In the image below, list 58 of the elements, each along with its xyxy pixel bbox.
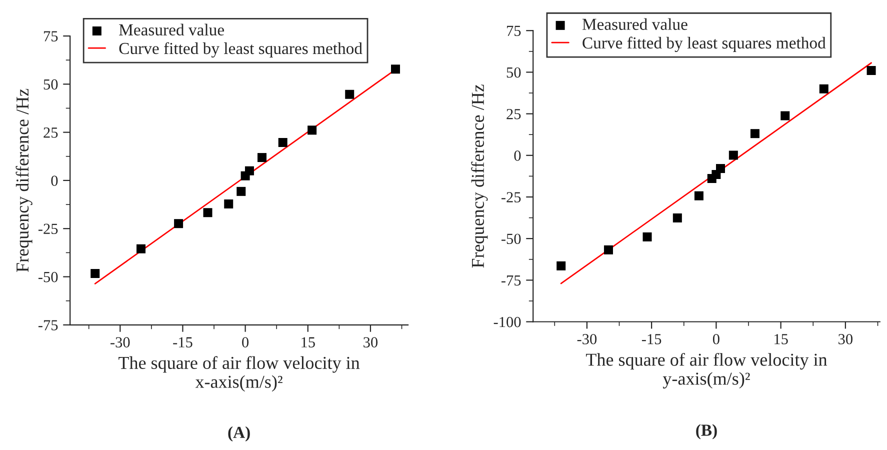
y-tick-label: 75 <box>44 31 58 42</box>
x-tick-label: -30 <box>577 334 597 344</box>
y-tick-label: 75 <box>507 26 521 36</box>
x-axis-title: The square of air flow velocity in x-axis(m/s)² <box>118 356 360 392</box>
x-tick-label: -15 <box>642 334 662 344</box>
y-tick-label: -25 <box>501 192 521 202</box>
x-tick-label: 15 <box>774 334 788 344</box>
point <box>694 191 704 200</box>
point <box>257 153 266 162</box>
y-tick-label: -75 <box>501 275 521 286</box>
y-tick-label: 25 <box>506 108 521 120</box>
x-tick-label: 0 <box>242 337 249 348</box>
y-tick-label: -50 <box>501 234 521 244</box>
point <box>136 244 146 254</box>
point <box>728 150 738 160</box>
text: (B) <box>696 424 717 440</box>
y-tick-label: 50 <box>506 67 521 78</box>
point <box>90 268 100 278</box>
x-tick-label: 0 <box>712 334 720 344</box>
point <box>345 90 354 99</box>
point <box>780 111 790 120</box>
y-tick-label: -25 <box>38 224 58 234</box>
legend-label: Curve fitted by least squares method <box>119 42 362 58</box>
y-tick-label: 0 <box>51 176 58 186</box>
point <box>244 166 254 176</box>
legend-label: Curve fitted by least squares method <box>582 36 826 52</box>
point <box>224 199 234 208</box>
point <box>642 232 652 242</box>
point <box>604 245 613 254</box>
y-tick-label: 25 <box>44 127 58 138</box>
x-tick-label: 30 <box>838 334 852 344</box>
point <box>391 64 400 74</box>
point <box>866 66 876 76</box>
y-axis-title: Frequency difference /Hz <box>16 88 32 272</box>
y-tick-label: -100 <box>494 316 521 328</box>
legend-label: Measured value <box>582 18 688 30</box>
y-tick-label: 50 <box>44 79 58 90</box>
y-tick-label: 0 <box>514 150 521 161</box>
point <box>278 138 288 148</box>
point <box>819 84 828 94</box>
point <box>203 208 212 218</box>
point <box>308 126 317 135</box>
x-tick-label: 30 <box>364 337 378 348</box>
point <box>236 186 246 196</box>
x-axis-title: The square of air flow velocity in y-axis(m/s)² <box>586 352 828 389</box>
x-tick-label: -30 <box>110 337 130 348</box>
y-axis-title: Frequency difference /Hz <box>471 84 488 268</box>
text: (A) <box>228 426 250 442</box>
x-tick-label: 15 <box>302 337 315 348</box>
x-tick-label: -15 <box>173 337 192 348</box>
y-tick-label: -75 <box>38 320 58 330</box>
point <box>750 129 760 138</box>
legend-label: Measured value <box>119 24 224 36</box>
point <box>716 164 725 174</box>
point <box>672 213 682 222</box>
point <box>174 219 184 228</box>
point <box>556 261 566 270</box>
y-tick-label: -50 <box>38 272 58 282</box>
